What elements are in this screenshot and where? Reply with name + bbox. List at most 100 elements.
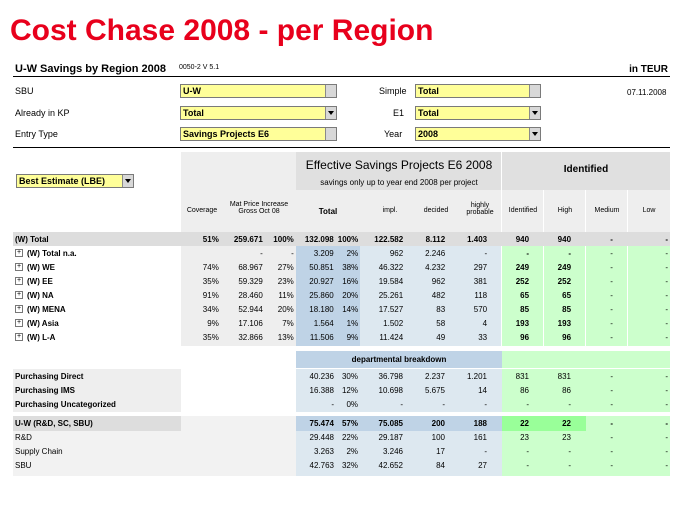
- cell-hi: 22: [562, 418, 571, 428]
- cell-cov: 74%: [202, 262, 219, 272]
- cell-impl: -: [400, 399, 403, 409]
- cell-hi: 252: [557, 276, 572, 286]
- table-row[interactable]: + (W) L-A 35% 32.866 13% 11.506 9% 11.424 49 33 96…: [13, 330, 670, 344]
- col-medium: Medium: [594, 207, 620, 214]
- cell-lo: -: [665, 248, 668, 258]
- table-row[interactable]: + (W) Total n.a. - - 3.209 2% 962 2.246 - - - - -: [13, 246, 670, 260]
- cell-totp: 2%: [346, 248, 359, 258]
- row-label-text: (W) L-A: [27, 332, 56, 342]
- cell-hi: -: [568, 460, 571, 470]
- expand-icon[interactable]: +: [15, 319, 23, 328]
- cell-id: 96: [520, 332, 530, 342]
- row-label: Supply Chain: [15, 446, 63, 456]
- row-label: + (W) Asia: [13, 316, 181, 330]
- sbu-select[interactable]: U-W: [180, 84, 337, 98]
- cell-totp: 20%: [342, 290, 359, 300]
- cell-impl: 29.187: [378, 432, 403, 442]
- row-label: Purchasing IMS: [15, 385, 76, 395]
- ellipsis-button[interactable]: [529, 85, 540, 97]
- cell-me: -: [610, 460, 613, 470]
- row-label: + (W) WE: [13, 260, 181, 274]
- ellipsis-button[interactable]: [325, 85, 336, 97]
- entry-type-select[interactable]: Savings Projects E6: [180, 127, 337, 141]
- cell-cov: 35%: [202, 332, 219, 342]
- table-row[interactable]: + (W) NA 91% 28.460 11% 25.860 20% 25.261 482 118…: [13, 288, 670, 302]
- cell-id: 22: [520, 418, 529, 428]
- cell-totp: 30%: [341, 371, 358, 381]
- table-row[interactable]: + (W) EE 35% 59.329 23% 20.927 16% 19.584 962 381…: [13, 274, 670, 288]
- e1-value: Total: [418, 108, 439, 118]
- kp-select[interactable]: Total: [180, 106, 337, 120]
- table-row[interactable]: Purchasing Direct 40.236 30% 36.798 2.237 1.2…: [13, 369, 670, 383]
- cell-hi: -: [568, 446, 571, 456]
- cell-hp: -: [484, 446, 487, 456]
- cell-hp: 118: [474, 290, 488, 300]
- table-row[interactable]: U-W (R&D, SC, SBU) 75.474 57% 75.085 200 188 2…: [13, 416, 670, 430]
- cell-id: 23: [520, 432, 529, 442]
- expand-icon[interactable]: +: [15, 333, 23, 342]
- row-label: (W) Total: [13, 232, 181, 246]
- table-row[interactable]: + (W) WE 74% 68.967 27% 50.851 38% 46.322 4.232 2…: [13, 260, 670, 274]
- cell-totp: 22%: [341, 432, 358, 442]
- table-row[interactable]: (W) Total 51% 259.671 100% 132.098 100% 122.58…: [13, 232, 670, 246]
- cell-id: 249: [515, 262, 530, 272]
- table-row[interactable]: + (W) MENA 34% 52.944 20% 18.180 14% 17.527 83 57…: [13, 302, 670, 316]
- empty-cell: [181, 369, 296, 383]
- cell-me: -: [610, 371, 613, 381]
- cell-hi: 86: [562, 385, 571, 395]
- year-select[interactable]: 2008: [415, 127, 541, 141]
- expand-icon[interactable]: +: [15, 249, 23, 258]
- cell-lo: -: [665, 234, 668, 244]
- chevron-down-icon[interactable]: [122, 175, 133, 187]
- cell-totp: 1%: [346, 318, 359, 328]
- cell-mat: 59.329: [238, 276, 263, 286]
- table-row[interactable]: + (W) Asia 9% 17.106 7% 1.564 1% 1.502 58 4 193 193…: [13, 316, 670, 330]
- table-row[interactable]: R&D 29.448 22% 29.187 100 161 23 23 - -: [13, 430, 670, 444]
- row-label-text: (W) NA: [27, 290, 54, 300]
- section-title: Effective Savings Projects E6 2008: [305, 158, 493, 172]
- year-value: 2008: [418, 129, 439, 139]
- cell-lo: -: [665, 318, 668, 328]
- table-row[interactable]: Supply Chain 3.263 2% 3.246 17 - - - - -: [13, 444, 670, 458]
- table-row[interactable]: Purchasing Uncategorized - 0% - - - - - - -: [13, 397, 670, 411]
- cell-matp: 11%: [278, 290, 294, 300]
- cell-matp: 20%: [277, 304, 294, 314]
- cell-impl: 10.698: [378, 385, 403, 395]
- cell-totp: 100%: [337, 234, 359, 244]
- table-row[interactable]: Purchasing IMS 16.388 12% 10.698 5.675 14 86 86…: [13, 383, 670, 397]
- report-title: U-W Savings by Region 2008: [15, 63, 166, 75]
- cell-impl: 19.584: [378, 276, 404, 286]
- entry-type-value: Savings Projects E6: [183, 129, 270, 139]
- expand-icon[interactable]: +: [15, 263, 23, 272]
- row-label-text: (W) Asia: [27, 318, 59, 328]
- chevron-down-icon[interactable]: [325, 107, 336, 119]
- cell-id: 65: [520, 290, 530, 300]
- expand-icon[interactable]: +: [15, 277, 23, 286]
- row-label: + (W) Total n.a.: [13, 246, 181, 260]
- uw-table: U-W (R&D, SC, SBU) 75.474 57% 75.085 200 188 2…: [13, 416, 670, 472]
- cell-lo: -: [665, 276, 668, 286]
- cell-cov: 35%: [202, 276, 219, 286]
- cell-hp: 161: [473, 432, 487, 442]
- cell-lo: -: [665, 460, 668, 470]
- chevron-down-icon[interactable]: [529, 107, 540, 119]
- expand-icon[interactable]: +: [15, 305, 23, 314]
- estimate-select[interactable]: Best Estimate (LBE): [16, 174, 134, 188]
- simple-select[interactable]: Total: [415, 84, 541, 98]
- ellipsis-button[interactable]: [325, 128, 336, 140]
- divider: [13, 76, 670, 77]
- cell-hp: 27: [478, 460, 487, 470]
- cell-id: -: [526, 460, 529, 470]
- simple-label: Simple: [379, 86, 407, 96]
- row-label-text: (W) EE: [27, 276, 53, 286]
- sbu-value: U-W: [183, 86, 201, 96]
- cell-me: -: [610, 332, 613, 342]
- cell-hi: 831: [557, 371, 571, 381]
- expand-icon[interactable]: +: [15, 291, 23, 300]
- cell-totp: 38%: [342, 262, 359, 272]
- e1-select[interactable]: Total: [415, 106, 541, 120]
- table-row[interactable]: SBU 42.763 32% 42.652 84 27 - - - -: [13, 458, 670, 472]
- cell-id: -: [526, 248, 530, 258]
- cell-matp: 27%: [277, 262, 294, 272]
- chevron-down-icon[interactable]: [529, 128, 540, 140]
